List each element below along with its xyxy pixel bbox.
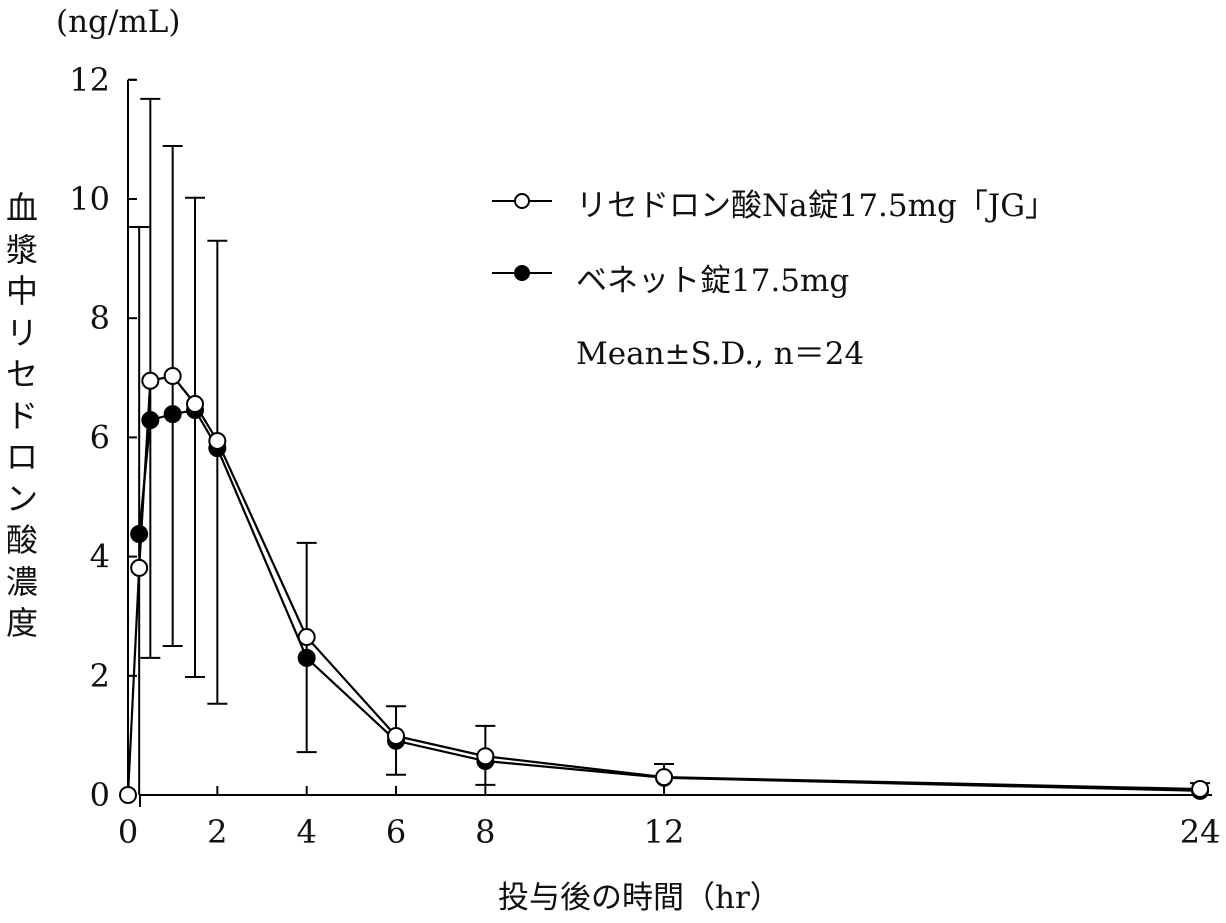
legend-filled-circle-icon bbox=[514, 265, 530, 281]
open-circle-marker bbox=[387, 726, 406, 745]
filled-circle-marker bbox=[130, 524, 149, 543]
y-axis-title-char: 度 bbox=[5, 604, 38, 642]
legend-markers bbox=[492, 193, 552, 281]
x-axis-title: 投与後の時間（hr） bbox=[498, 880, 781, 916]
filled-circle-marker bbox=[141, 411, 160, 430]
y-axis-title-char: ド bbox=[5, 396, 38, 435]
open-circle-marker bbox=[1191, 780, 1210, 799]
y-axis-title-char: 濃 bbox=[5, 562, 38, 601]
x-tick-label: 24 bbox=[1180, 813, 1221, 851]
legend-open-circle-icon bbox=[514, 193, 530, 209]
y-axis-title-char: 漿 bbox=[5, 230, 38, 269]
y-tick-label: 4 bbox=[90, 538, 110, 576]
y-axis-title-char: セ bbox=[5, 355, 38, 393]
x-tick-label: 8 bbox=[475, 813, 495, 851]
y-axis-title-char: ロ bbox=[5, 438, 38, 476]
legend-label-jg: リセドロン酸Na錠17.5mg「JG」 bbox=[576, 188, 1057, 224]
y-axis-title-char: 中 bbox=[5, 272, 38, 310]
legend-note: Mean±S.D., n＝24 bbox=[576, 336, 865, 372]
y-axis-title-char: 血 bbox=[5, 189, 38, 227]
x-tick-label: 4 bbox=[297, 813, 317, 851]
x-tick-label: 6 bbox=[386, 813, 406, 851]
open-circle-marker bbox=[119, 786, 137, 804]
y-axis-title-char: リ bbox=[5, 313, 38, 352]
open-circle-marker bbox=[130, 558, 149, 577]
legend-label-benet: ベネット錠17.5mg bbox=[576, 263, 850, 299]
error-bars bbox=[129, 97, 1211, 795]
filled-circle-marker bbox=[297, 648, 316, 667]
y-tick-label: 8 bbox=[90, 299, 110, 337]
series-line bbox=[126, 374, 1201, 796]
y-axis-title-char: ン bbox=[5, 479, 38, 518]
y-tick-label: 10 bbox=[69, 180, 110, 218]
x-tick-label: 12 bbox=[644, 813, 685, 851]
x-tick-label: 2 bbox=[207, 813, 227, 851]
series-line bbox=[138, 408, 1201, 792]
y-tick-label: 6 bbox=[90, 418, 110, 456]
open-circle-marker bbox=[297, 628, 316, 647]
filled-circle-marker bbox=[163, 405, 182, 424]
open-circle-marker bbox=[186, 395, 205, 414]
open-circle-marker bbox=[141, 371, 160, 390]
y-tick-label: 0 bbox=[90, 776, 110, 814]
y-tick-label: 2 bbox=[90, 657, 110, 695]
y-unit-label: (ng/mL) bbox=[56, 4, 181, 40]
series-lines bbox=[119, 367, 1210, 804]
x-tick-label: 0 bbox=[118, 813, 138, 851]
y-tick-label: 12 bbox=[69, 61, 110, 99]
open-circle-marker bbox=[476, 747, 495, 766]
y-axis-title: 血漿中リセドロン酸濃度 bbox=[4, 188, 40, 645]
y-axis-title-char: 酸 bbox=[5, 521, 38, 559]
open-circle-marker bbox=[655, 768, 674, 787]
open-circle-marker bbox=[163, 367, 182, 386]
open-circle-marker bbox=[208, 431, 227, 450]
